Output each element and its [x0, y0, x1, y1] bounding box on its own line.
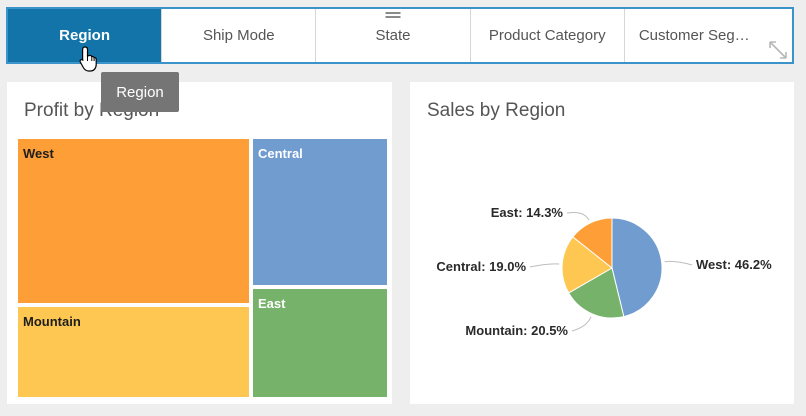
drag-handle-icon[interactable] — [385, 12, 401, 18]
tab-state[interactable]: State — [316, 9, 471, 62]
pie-leader-line — [529, 263, 560, 268]
profit-by-region-panel: Profit by Region West Central Mountain E… — [7, 82, 392, 404]
pie-slice-west[interactable] — [611, 217, 663, 318]
treemap-label: West — [23, 146, 54, 161]
pie-leader-line — [566, 211, 590, 221]
treemap-cell-west[interactable]: West — [18, 139, 249, 303]
pie-slice-east[interactable] — [572, 217, 613, 270]
pie-leader-line — [571, 316, 592, 332]
tab-product-category[interactable]: Product Category — [471, 9, 625, 62]
tooltip-text: Region — [116, 83, 164, 101]
panel-title: Sales by Region — [427, 100, 566, 121]
resize-icon[interactable] — [768, 40, 788, 60]
treemap-label: Central — [258, 146, 303, 161]
tab-ship-mode[interactable]: Ship Mode — [162, 9, 317, 62]
pie-slice-central[interactable] — [561, 236, 613, 294]
pie-label-east: East: 14.3% — [491, 205, 564, 220]
pie-leader-line — [664, 260, 693, 266]
tab-label: Ship Mode — [202, 27, 275, 44]
tab-label: Product Category — [488, 27, 606, 44]
sales-by-region-panel: Sales by Region West: 46.2% Mountain: 20.… — [410, 82, 794, 404]
tab-label: State — [375, 27, 411, 44]
tab-label: Region — [59, 27, 111, 44]
tab-label: Customer Seg… — [638, 27, 750, 44]
treemap-cell-east[interactable]: East — [253, 289, 387, 397]
pie-slice-mountain[interactable] — [567, 267, 625, 319]
treemap-cell-central[interactable]: Central — [253, 139, 387, 285]
field-tab-strip: Region Ship Mode State Product Category … — [6, 7, 794, 64]
treemap-label: East — [258, 296, 286, 311]
pie-chart: West: 46.2% Mountain: 20.5% Central: 19.0%… — [436, 205, 772, 338]
pie-label-west: West: 46.2% — [696, 257, 772, 272]
treemap-cell-mountain[interactable]: Mountain — [18, 307, 249, 397]
pie-label-mountain: Mountain: 20.5% — [465, 323, 568, 338]
tooltip: Region — [101, 72, 179, 112]
tab-customer-segment[interactable]: Customer Seg… — [625, 9, 792, 62]
hand-cursor-icon — [79, 46, 97, 72]
treemap-label: Mountain — [23, 314, 81, 329]
pie-label-central: Central: 19.0% — [436, 259, 526, 274]
